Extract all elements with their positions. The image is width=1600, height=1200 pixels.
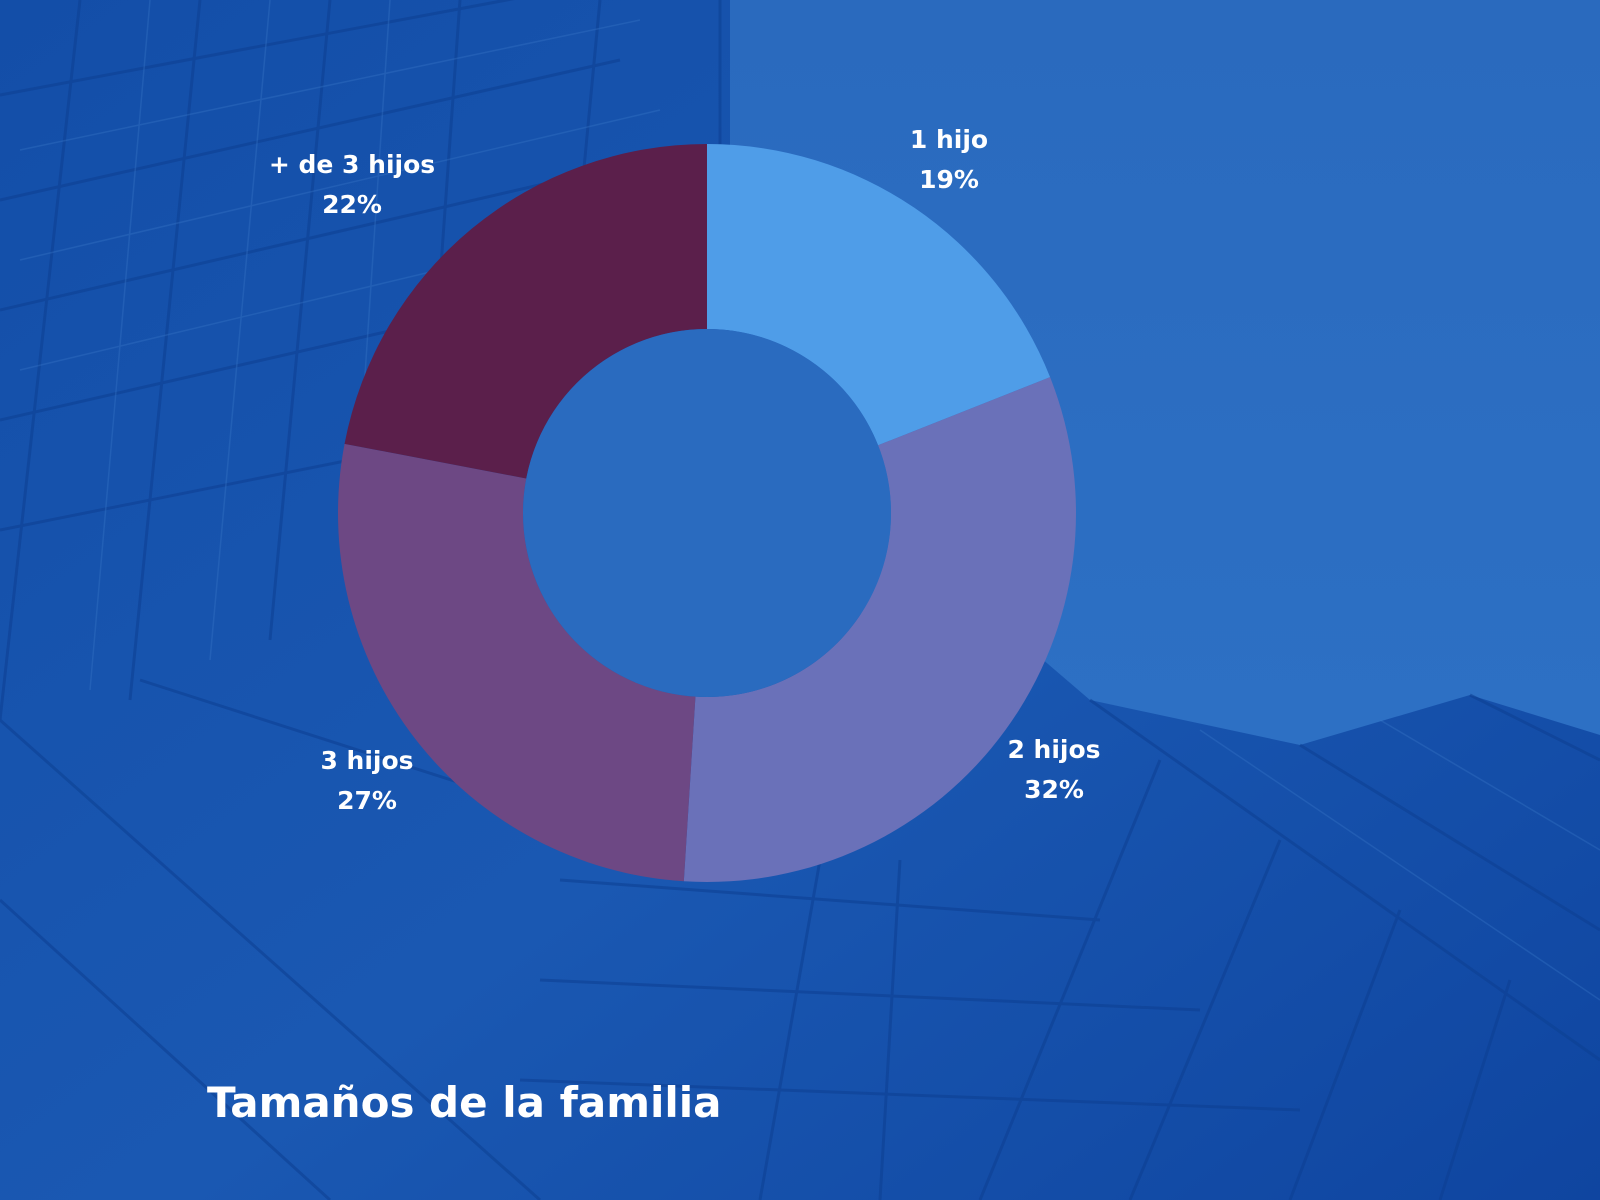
donut-hole [523,329,891,697]
slice-category-label: 3 hijos [320,746,413,775]
slice-category-label: 2 hijos [1007,735,1100,764]
slice-labels: 1 hijo 19% 2 hijos 32% 3 hijos 27% + de 3 hijo… [269,125,1101,815]
donut-chart [337,144,1076,882]
slice-value-label: 19% [919,165,979,194]
slice-value-label: 22% [322,190,382,219]
slice-label: 3 hijos 27% [320,746,413,815]
slice-2-hijos [683,377,1076,882]
slice-1-hijo [707,144,1051,446]
slice-value-label: 32% [1024,775,1084,804]
slice-value-label: 27% [337,786,397,815]
slice-label: 2 hijos 32% [1007,735,1100,804]
slice-label: 1 hijo 19% [910,125,988,194]
slice-category-label: 1 hijo [910,125,988,154]
chart-title: Tamaños de la familia [207,1078,722,1127]
slice-de-3-hijos [344,144,707,479]
slice-category-label: + de 3 hijos [269,150,435,179]
slice-3-hijos [337,443,696,882]
slice-label: + de 3 hijos 22% [269,150,435,219]
